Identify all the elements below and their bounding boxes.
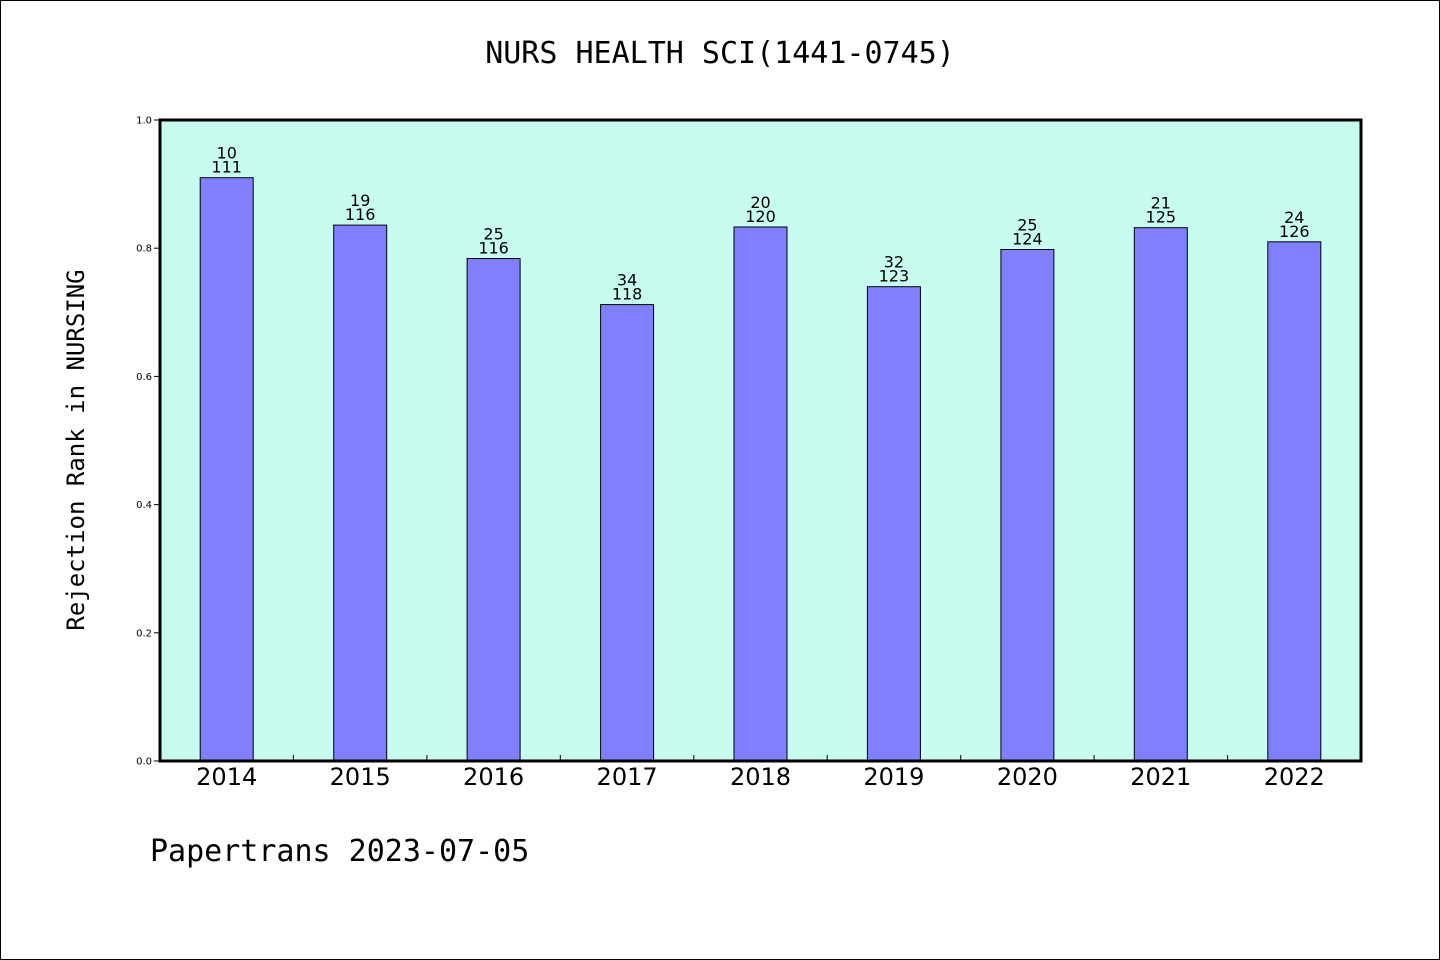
bar-label-top-2014: 10 bbox=[217, 144, 237, 163]
axis-ticks: 2014 2015 2016 2017 2018 2019 2020 2021 20220.00… bbox=[136, 116, 1325, 792]
bar-label-top-2021: 21 bbox=[1151, 194, 1171, 213]
bar-label-bottom-2020: 124 bbox=[1012, 230, 1043, 249]
x-tick-label-2021: 2021 bbox=[1130, 763, 1191, 791]
bar-2017 bbox=[600, 304, 655, 762]
bar-label-bottom-2021: 125 bbox=[1146, 208, 1177, 227]
bars-group: 1011119116251163411820120321232512421125… bbox=[199, 144, 1322, 762]
bar-2018 bbox=[733, 226, 788, 762]
bar-label-top-2018: 20 bbox=[750, 193, 770, 212]
y-tick-label: 0.0 bbox=[136, 757, 152, 768]
bar-2016 bbox=[466, 258, 521, 762]
y-tick-label: 0.2 bbox=[136, 628, 152, 639]
x-tick-label-2017: 2017 bbox=[597, 763, 658, 791]
footer-text: Papertrans 2023-07-05 bbox=[150, 834, 530, 869]
x-tick-label-2020: 2020 bbox=[997, 763, 1058, 791]
bar-label-top-2015: 19 bbox=[350, 191, 370, 210]
x-tick-label-2018: 2018 bbox=[730, 763, 791, 791]
bar-2021 bbox=[1133, 227, 1188, 762]
bar-2022 bbox=[1267, 241, 1322, 762]
bar-2015 bbox=[333, 224, 388, 762]
x-tick-label-2019: 2019 bbox=[863, 763, 924, 791]
bar-label-top-2019: 32 bbox=[884, 253, 904, 272]
y-tick-label: 0.8 bbox=[136, 244, 152, 255]
plot-border bbox=[158, 118, 1363, 763]
bar-label-bottom-2022: 126 bbox=[1279, 222, 1310, 241]
y-tick-label: 1.0 bbox=[136, 116, 152, 127]
y-tick-label: 0.4 bbox=[136, 500, 152, 511]
bar-label-bottom-2015: 116 bbox=[345, 205, 376, 224]
bar-label-bottom-2017: 118 bbox=[612, 285, 643, 304]
bar-label-top-2017: 34 bbox=[617, 271, 637, 290]
bar-label-bottom-2014: 111 bbox=[211, 158, 242, 177]
x-tick-label-2015: 2015 bbox=[330, 763, 391, 791]
bar-label-top-2022: 24 bbox=[1284, 208, 1304, 227]
bar-label-top-2016: 25 bbox=[483, 225, 503, 244]
bar-2014 bbox=[199, 177, 254, 762]
bar-2019 bbox=[866, 286, 921, 762]
chart-title: NURS HEALTH SCI(1441-0745) bbox=[485, 36, 955, 71]
x-tick-label-2022: 2022 bbox=[1264, 763, 1325, 791]
bar-label-top-2020: 25 bbox=[1017, 216, 1037, 235]
x-tick-label-2014: 2014 bbox=[196, 763, 257, 791]
y-axis-label: Rejection Rank in NURSING bbox=[62, 269, 90, 630]
y-tick-label: 0.6 bbox=[136, 372, 152, 383]
x-tick-label-2016: 2016 bbox=[463, 763, 524, 791]
bar-label-bottom-2019: 123 bbox=[879, 267, 910, 286]
bar-2020 bbox=[1000, 249, 1055, 762]
bar-label-bottom-2016: 116 bbox=[478, 239, 509, 258]
bar-label-bottom-2018: 120 bbox=[745, 207, 776, 226]
